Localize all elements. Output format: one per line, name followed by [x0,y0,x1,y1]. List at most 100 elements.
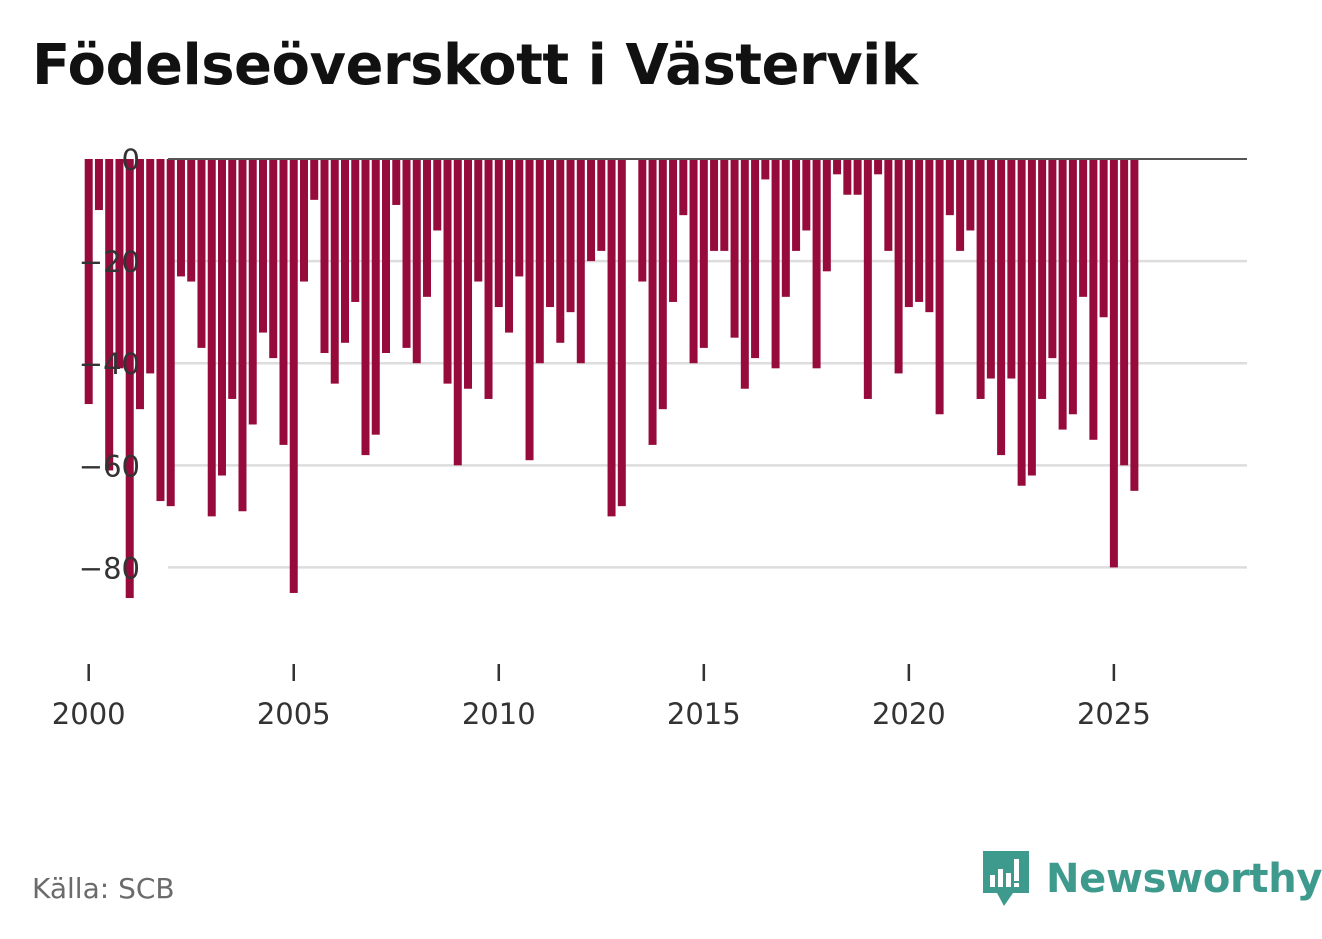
bar [299,159,308,282]
bar [945,159,954,216]
newsworthy-logo-icon [983,851,1029,906]
bar-series [84,159,1139,599]
bar [1109,159,1118,568]
bar [751,159,760,359]
bar [812,159,821,369]
bar [1068,159,1077,415]
bar [853,159,862,195]
bar [597,159,606,251]
bar [833,159,842,175]
bar [925,159,934,313]
y-axis: 0 −20 −40 −60 −80 [79,143,140,585]
bar [341,159,349,343]
bar [976,159,985,399]
bar [361,159,370,456]
bar [535,159,544,364]
source-label: Källa: SCB [32,872,175,905]
bar [217,159,226,476]
bar [904,159,913,308]
bar [689,159,698,364]
bar [84,159,93,405]
bar [279,159,288,445]
bar [330,159,339,384]
bar [320,159,329,353]
bar [792,159,801,251]
bar [94,159,103,211]
bar [412,159,421,364]
chart-title: Födelseöverskott i Västervik [32,33,918,98]
x-tick-label: 2015 [667,697,741,731]
bar [402,159,411,348]
bar [125,159,134,599]
bar [371,159,380,435]
bar [966,159,975,231]
bar [781,159,790,297]
x-tick-label: 2020 [872,697,946,731]
bar [1099,159,1108,318]
bar [1017,159,1026,486]
bar [238,159,247,512]
x-tick-label: 2000 [52,697,126,731]
bar [207,159,216,517]
bar [115,159,124,369]
x-tick-label: 2005 [257,697,331,731]
bar [710,159,719,251]
bar [1120,159,1129,466]
bar [105,159,114,471]
bar [1038,159,1047,399]
bar [433,159,442,231]
bar [822,159,831,272]
bar [228,159,237,399]
bar [146,159,155,374]
bar [474,159,483,282]
bar [464,159,473,389]
bar [730,159,739,338]
bar [423,159,432,297]
bar [1058,159,1067,430]
bar [956,159,965,251]
bar [566,159,575,313]
bar [997,159,1006,456]
bar [894,159,903,374]
newsworthy-logo[interactable]: Newsworthy [980,848,1322,910]
bar [197,159,206,348]
y-tick-label: 0 [122,143,140,177]
bar [669,159,678,302]
brand-name: Newsworthy [1046,856,1322,902]
bar [484,159,493,399]
bar [156,159,165,502]
bar [1079,159,1088,297]
bar [1048,159,1057,359]
x-tick-label: 2025 [1077,697,1151,731]
bar [515,159,524,277]
bar [699,159,708,348]
bar [187,159,196,282]
bar [607,159,616,517]
bar [1089,159,1098,440]
bar [135,159,144,410]
bar [648,159,657,445]
x-axis: 2000 2005 2010 2015 2020 2025 [52,664,1151,731]
bar [1007,159,1016,379]
bar [176,159,185,277]
bar [1027,159,1036,476]
bar [986,159,995,379]
bar [587,159,596,262]
bar [638,159,647,282]
y-tick-label: −40 [79,347,140,381]
bar [248,159,257,425]
y-tick-label: −80 [79,551,140,585]
x-tick-label: 2010 [462,697,536,731]
bar [289,159,298,593]
bar [915,159,924,302]
bar [874,159,883,175]
bar [505,159,514,333]
bar [884,159,893,251]
bar [1130,159,1139,491]
bar [658,159,667,410]
bar [382,159,391,353]
bar [556,159,565,343]
bar [679,159,688,216]
y-tick-label: −60 [79,449,140,483]
